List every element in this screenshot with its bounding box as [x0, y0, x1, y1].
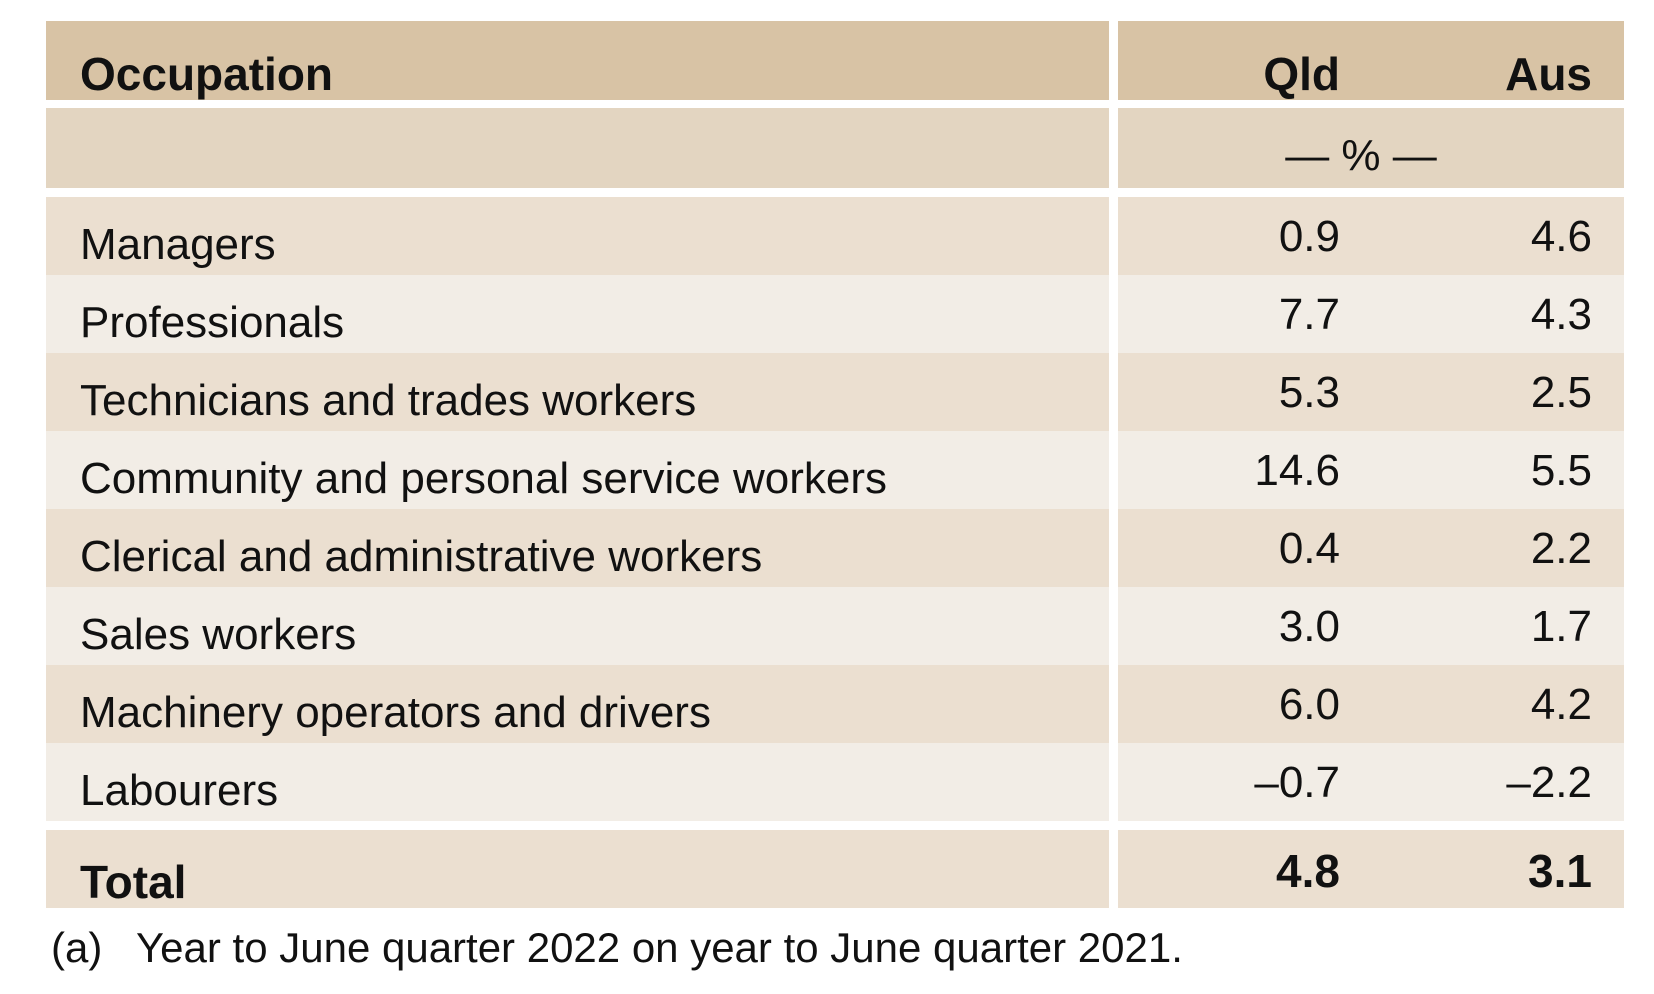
qld-value: 14.6 [1254, 446, 1340, 495]
total-qld-value: 4.8 [1276, 845, 1340, 897]
occupation-label: Managers [80, 220, 276, 269]
qld-value: 6.0 [1278, 680, 1340, 729]
header-values-cell: Qld Aus [1118, 21, 1624, 100]
occupation-cell: Machinery operators and drivers [46, 665, 1109, 743]
occupation-cell: Professionals [46, 275, 1109, 353]
aus-value: 2.2 [1530, 524, 1592, 573]
unit-cell: — % — [1118, 108, 1624, 188]
aus-value: 2.5 [1530, 368, 1592, 417]
header-occupation: Occupation [80, 48, 334, 100]
table-row: Machinery operators and drivers 6.0 4.2 [46, 665, 1624, 743]
values-cell: 14.6 5.5 [1118, 431, 1624, 509]
occupation-cell: Community and personal service workers [46, 431, 1109, 509]
occupation-cell: Technicians and trades workers [46, 353, 1109, 431]
header-aus: Aus [1505, 48, 1592, 100]
values-cell: 0.9 4.6 [1118, 197, 1624, 275]
table-row: Professionals 7.7 4.3 [46, 275, 1624, 353]
total-label-cell: Total [46, 830, 1109, 908]
qld-value: 3.0 [1278, 602, 1340, 651]
table-row: Clerical and administrative workers 0.4 … [46, 509, 1624, 587]
aus-value: 4.3 [1530, 290, 1592, 339]
qld-value: 0.4 [1278, 524, 1340, 573]
values-cell: 7.7 4.3 [1118, 275, 1624, 353]
values-cell: 6.0 4.2 [1118, 665, 1624, 743]
unit-blank-cell [46, 108, 1109, 188]
total-label: Total [80, 856, 187, 908]
aus-value: 1.7 [1530, 602, 1592, 651]
occupation-cell: Clerical and administrative workers [46, 509, 1109, 587]
footnote-mark: (a) [51, 924, 103, 971]
values-cell: 5.3 2.5 [1118, 353, 1624, 431]
employment-growth-table: Occupation Qld Aus — % — Managers 0.9 4.… [46, 21, 1624, 908]
header-qld: Qld [1263, 48, 1340, 100]
unit-label: — % — [1285, 131, 1437, 180]
table-unit-row: — % — [46, 108, 1624, 188]
total-values-cell: 4.8 3.1 [1118, 830, 1624, 908]
aus-value: 4.2 [1530, 680, 1592, 729]
values-cell: 0.4 2.2 [1118, 509, 1624, 587]
occupation-label: Clerical and administrative workers [80, 532, 763, 581]
table-row: Labourers –0.7 –2.2 [46, 743, 1624, 821]
occupation-cell: Sales workers [46, 587, 1109, 665]
table-row: Sales workers 3.0 1.7 [46, 587, 1624, 665]
occupation-cell: Labourers [46, 743, 1109, 821]
row-divider [46, 821, 1624, 830]
qld-value: 7.7 [1278, 290, 1340, 339]
table-row: Technicians and trades workers 5.3 2.5 [46, 353, 1624, 431]
table-footnote: (a) Year to June quarter 2022 on year to … [51, 927, 1183, 969]
occupation-label: Labourers [80, 766, 279, 815]
table-total-row: Total 4.8 3.1 [46, 830, 1624, 908]
qld-value: –0.7 [1254, 758, 1340, 807]
footnote-text: Year to June quarter 2022 on year to Jun… [136, 924, 1183, 971]
table-row: Managers 0.9 4.6 [46, 197, 1624, 275]
qld-value: 5.3 [1278, 368, 1340, 417]
values-cell: 3.0 1.7 [1118, 587, 1624, 665]
header-occupation-cell: Occupation [46, 21, 1109, 100]
occupation-label: Sales workers [80, 610, 357, 659]
occupation-cell: Managers [46, 197, 1109, 275]
occupation-label: Technicians and trades workers [80, 376, 697, 425]
aus-value: 5.5 [1530, 446, 1592, 495]
table-row: Community and personal service workers 1… [46, 431, 1624, 509]
qld-value: 0.9 [1278, 212, 1340, 261]
occupation-label: Community and personal service workers [80, 454, 887, 503]
values-cell: –0.7 –2.2 [1118, 743, 1624, 821]
aus-value: –2.2 [1506, 758, 1592, 807]
occupation-label: Machinery operators and drivers [80, 688, 711, 737]
total-aus-value: 3.1 [1528, 845, 1592, 897]
aus-value: 4.6 [1530, 212, 1592, 261]
table-header-row: Occupation Qld Aus [46, 21, 1624, 100]
occupation-label: Professionals [80, 298, 345, 347]
